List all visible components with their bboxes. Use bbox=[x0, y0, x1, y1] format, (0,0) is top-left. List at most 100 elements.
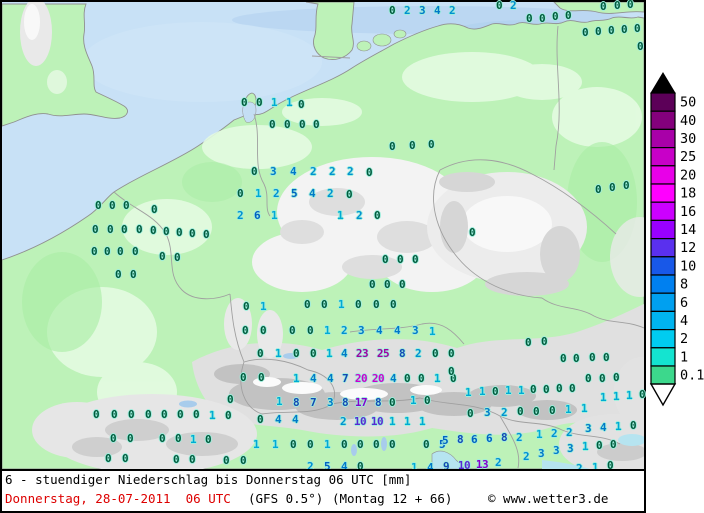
station-value: 0 bbox=[564, 8, 572, 22]
valid-time: Donnerstag, 28-07-2011 06 UTC bbox=[5, 491, 231, 506]
colorbar-segment bbox=[650, 146, 676, 167]
station-value: 2 bbox=[340, 323, 348, 337]
station-value: 0 bbox=[613, 0, 621, 12]
station-value: 5 bbox=[438, 437, 446, 451]
station-value: 1 bbox=[259, 299, 267, 313]
station-value: 1 bbox=[254, 186, 262, 200]
station-value: 0 bbox=[114, 267, 122, 281]
station-value: 1 bbox=[580, 401, 588, 415]
station-value: 0 bbox=[633, 21, 641, 35]
station-value: 1 bbox=[599, 390, 607, 404]
station-value: 0 bbox=[368, 277, 376, 291]
colorbar-tick-label: 2 bbox=[680, 331, 688, 347]
station-value: 4 bbox=[426, 460, 434, 474]
map-title: 6 - stuendiger Niederschlag bis Donnerst… bbox=[5, 472, 412, 487]
station-value: 3 bbox=[566, 441, 574, 455]
station-value: 0 bbox=[188, 226, 196, 240]
station-value: 2 bbox=[355, 208, 363, 222]
station-value: 4 bbox=[393, 323, 401, 337]
precipitation-colorbar: 50 40 30 25 20 18 16 14 12 10 8 6 4 2 1 0.1 bbox=[647, 71, 704, 416]
station-value: 0 bbox=[588, 350, 596, 364]
station-value: 0 bbox=[162, 224, 170, 238]
station-value: 0 bbox=[303, 297, 311, 311]
station-value: 0 bbox=[91, 222, 99, 236]
station-value: 4 bbox=[274, 412, 282, 426]
colorbar-tick-label: 0.1 bbox=[680, 368, 704, 384]
station-value: 0 bbox=[602, 350, 610, 364]
station-value: 0 bbox=[257, 370, 265, 384]
station-value: 0 bbox=[192, 407, 200, 421]
station-value: 0 bbox=[288, 323, 296, 337]
station-value: 0 bbox=[365, 165, 373, 179]
station-value: 0 bbox=[135, 222, 143, 236]
station-value: 0 bbox=[584, 371, 592, 385]
station-value: 0 bbox=[372, 297, 380, 311]
station-value: 0 bbox=[468, 225, 476, 239]
station-value: 0 bbox=[389, 297, 397, 311]
colorbar-tick-label: 16 bbox=[680, 204, 696, 220]
station-value: 0 bbox=[594, 24, 602, 38]
station-value: 0 bbox=[423, 393, 431, 407]
station-value: 0 bbox=[447, 346, 455, 360]
station-value: 3 bbox=[552, 443, 560, 457]
station-value: 6 bbox=[485, 431, 493, 445]
station-value: 0 bbox=[306, 437, 314, 451]
station-value: 0 bbox=[542, 382, 550, 396]
station-value: 0 bbox=[427, 137, 435, 151]
station-value: 1 bbox=[275, 394, 283, 408]
station-value: 0 bbox=[289, 437, 297, 451]
station-value: 0 bbox=[581, 25, 589, 39]
station-value: 1 bbox=[403, 414, 411, 428]
station-value: 1 bbox=[428, 324, 436, 338]
station-value: 0 bbox=[372, 437, 380, 451]
station-value: 0 bbox=[606, 458, 614, 472]
station-value: 0 bbox=[106, 222, 114, 236]
station-value: 2 bbox=[309, 164, 317, 178]
station-value: 0 bbox=[396, 252, 404, 266]
station-value: 0 bbox=[116, 244, 124, 258]
station-value: 23 bbox=[355, 346, 369, 360]
colorbar-tick-label: 18 bbox=[680, 186, 696, 202]
station-value: 1 bbox=[325, 346, 333, 360]
station-value: 0 bbox=[388, 139, 396, 153]
station-value: 0 bbox=[241, 323, 249, 337]
station-value: 0 bbox=[572, 351, 580, 365]
station-value: 0 bbox=[529, 382, 537, 396]
station-value: 2 bbox=[565, 425, 573, 439]
station-value: 0 bbox=[309, 346, 317, 360]
station-value: 1 bbox=[535, 427, 543, 441]
colorbar-tick-label: 20 bbox=[680, 167, 696, 183]
station-value: 4 bbox=[340, 459, 348, 473]
station-value: 0 bbox=[175, 225, 183, 239]
station-value: 0 bbox=[559, 351, 567, 365]
colorbar-tick-label: 8 bbox=[680, 277, 688, 293]
station-value: 0 bbox=[388, 3, 396, 17]
station-value: 0 bbox=[90, 244, 98, 258]
station-value: 8 bbox=[456, 432, 464, 446]
station-value: 2 bbox=[509, 0, 517, 12]
station-value: 0 bbox=[173, 250, 181, 264]
caption-box: 6 - stuendiger Niederschlag bis Donnerst… bbox=[0, 469, 646, 513]
station-value: 1 bbox=[270, 95, 278, 109]
station-value: 4 bbox=[326, 371, 334, 385]
station-value: 0 bbox=[174, 431, 182, 445]
colorbar-segment bbox=[650, 238, 676, 258]
station-value: 8 bbox=[292, 395, 300, 409]
station-value: 0 bbox=[551, 9, 559, 23]
station-value: 0 bbox=[104, 451, 112, 465]
station-value: 0 bbox=[422, 437, 430, 451]
station-value: 0 bbox=[236, 186, 244, 200]
station-value: 4 bbox=[289, 164, 297, 178]
station-value: 0 bbox=[608, 180, 616, 194]
station-value: 0 bbox=[149, 223, 157, 237]
station-value: 0 bbox=[268, 117, 276, 131]
station-value: 0 bbox=[356, 437, 364, 451]
colorbar-tick-label: 30 bbox=[680, 131, 696, 147]
station-value: 3 bbox=[483, 405, 491, 419]
station-value: 2 bbox=[326, 186, 334, 200]
colorbar-segment bbox=[650, 329, 676, 349]
station-value: 0 bbox=[127, 407, 135, 421]
colorbar-tick-label: 12 bbox=[680, 240, 696, 256]
station-value: 0 bbox=[110, 407, 118, 421]
